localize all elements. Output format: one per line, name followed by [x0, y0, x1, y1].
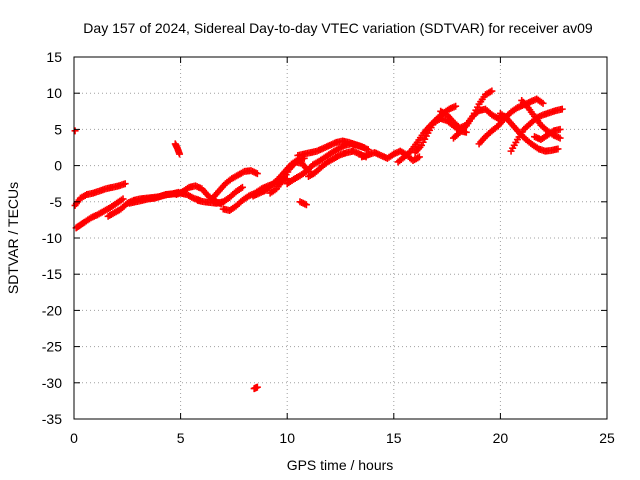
y-tick-label: -15: [42, 266, 62, 282]
x-axis-label: GPS time / hours: [287, 457, 394, 473]
data-point: [488, 87, 496, 95]
x-tick-label: 5: [177, 430, 185, 446]
data-point: [554, 145, 562, 153]
series-trace-p: [411, 115, 470, 157]
series-trace-g: [209, 167, 261, 202]
y-tick-label: 10: [46, 85, 62, 101]
y-tick-label: -30: [42, 375, 62, 391]
series-trace-z: [250, 383, 261, 393]
data-point: [302, 201, 310, 209]
series-trace-m: [294, 137, 372, 159]
y-tick-label: -5: [50, 194, 63, 210]
y-tick-label: -35: [42, 411, 62, 427]
x-tick-label: 25: [599, 430, 615, 446]
series-trace-w: [531, 125, 564, 144]
data-point: [556, 134, 564, 142]
data-point: [121, 180, 129, 188]
series-trace-x: [171, 140, 184, 158]
data-point: [452, 102, 460, 110]
x-tick-label: 15: [386, 430, 402, 446]
y-tick-label: -20: [42, 302, 62, 318]
series-trace-b: [72, 195, 127, 232]
ticks-layer: 0 5 10 15 20 25 15 10 5 0 -5 -10 -15 -20 -25 -30 -35: [42, 49, 615, 446]
data-point: [71, 127, 79, 135]
y-tick-label: 0: [54, 158, 62, 174]
series-trace-t: [496, 109, 562, 155]
data-point: [253, 383, 261, 391]
x-tick-label: 20: [493, 430, 509, 446]
x-tick-label: 10: [279, 430, 295, 446]
data-point: [462, 128, 470, 136]
y-tick-label: 5: [54, 121, 62, 137]
data-point: [556, 125, 564, 133]
y-tick-label: 15: [46, 49, 62, 65]
data-point: [539, 99, 547, 107]
data-point: [238, 183, 246, 191]
y-tick-label: -10: [42, 230, 62, 246]
x-tick-label: 0: [70, 430, 78, 446]
chart-title: Day 157 of 2024, Sidereal Day-to-day VTE…: [83, 20, 593, 36]
series-trace-d: [125, 189, 204, 207]
y-tick-label: -25: [42, 339, 62, 355]
series-trace-aa: [296, 198, 310, 209]
marks-layer: [71, 87, 566, 393]
data-point: [415, 153, 423, 161]
data-point: [176, 150, 184, 158]
data-point: [253, 170, 261, 178]
data-point: [119, 195, 127, 203]
plot-frame: [73, 56, 608, 420]
series-trace-a: [71, 180, 129, 209]
series-trace-f: [194, 183, 246, 207]
y-axis-label: SDTVAR / TECUs: [5, 182, 21, 294]
data-point: [558, 105, 566, 113]
grid-layer: [74, 57, 607, 419]
series-trace-y: [71, 127, 79, 135]
